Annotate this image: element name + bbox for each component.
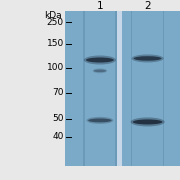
Text: 150: 150 bbox=[47, 39, 64, 48]
Text: 2: 2 bbox=[144, 1, 151, 11]
Ellipse shape bbox=[134, 56, 162, 61]
FancyBboxPatch shape bbox=[115, 11, 117, 166]
Ellipse shape bbox=[93, 68, 107, 73]
Text: 40: 40 bbox=[53, 132, 64, 141]
FancyBboxPatch shape bbox=[163, 11, 164, 166]
FancyBboxPatch shape bbox=[83, 11, 85, 166]
FancyBboxPatch shape bbox=[131, 11, 132, 166]
Ellipse shape bbox=[86, 57, 114, 62]
Text: 50: 50 bbox=[52, 114, 64, 123]
Text: kDa: kDa bbox=[44, 11, 62, 20]
Ellipse shape bbox=[88, 118, 112, 122]
Ellipse shape bbox=[130, 117, 165, 127]
Ellipse shape bbox=[133, 119, 162, 124]
Text: 70: 70 bbox=[52, 88, 64, 97]
Ellipse shape bbox=[86, 117, 113, 124]
FancyBboxPatch shape bbox=[117, 11, 122, 166]
Text: 250: 250 bbox=[47, 18, 64, 27]
Text: 1: 1 bbox=[97, 1, 103, 11]
Ellipse shape bbox=[132, 54, 164, 62]
Text: 100: 100 bbox=[47, 63, 64, 72]
Ellipse shape bbox=[84, 55, 116, 64]
FancyBboxPatch shape bbox=[65, 11, 180, 166]
Ellipse shape bbox=[94, 69, 106, 72]
